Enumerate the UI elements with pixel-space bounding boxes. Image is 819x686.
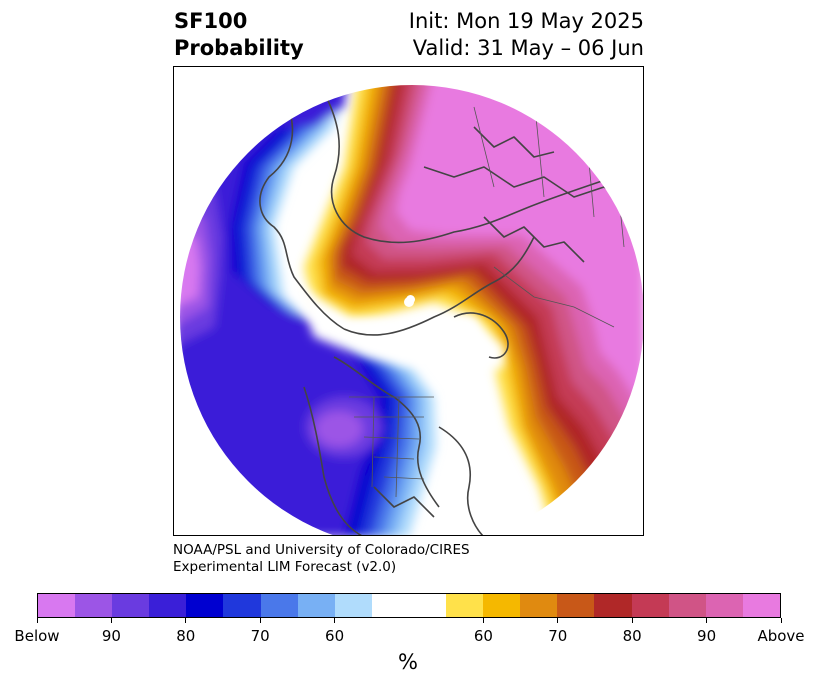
- init-date: Init: Mon 19 May 2025: [408, 9, 644, 33]
- polar-projection-map: [180, 85, 643, 535]
- colorbar-segment: [297, 594, 335, 617]
- title-line-1: SF100: [174, 9, 248, 33]
- colorbar-segment: [520, 594, 558, 617]
- colorbar-tick-label: 80: [176, 627, 196, 645]
- valid-date: Valid: 31 May – 06 Jun: [412, 36, 644, 60]
- colorbar-segment: [408, 594, 447, 617]
- colorbar-tick-label: 70: [548, 627, 568, 645]
- colorbar-tick: [631, 618, 633, 623]
- colorbar-tick-label: 90: [697, 627, 717, 645]
- colorbar-tick-label: Above: [757, 627, 805, 645]
- colorbar-segment: [371, 594, 409, 617]
- colorbar-segment: [631, 594, 669, 617]
- colorbar-segment: [260, 594, 298, 617]
- colorbar-segment: [186, 594, 224, 617]
- colorbar-segment: [594, 594, 632, 617]
- probability-field: [180, 85, 643, 535]
- colorbar-tick-label: 90: [101, 627, 121, 645]
- colorbar-tick: [36, 618, 38, 623]
- map-title: SF100 Probability: [174, 8, 304, 62]
- colorbar-tick: [482, 618, 484, 623]
- colorbar-tick-label: 80: [622, 627, 642, 645]
- colorbar-tick-label: 60: [473, 627, 493, 645]
- coastlines: [259, 91, 635, 535]
- colorbar: [37, 593, 781, 618]
- probability-map: [173, 66, 644, 536]
- colorbar-tick: [706, 618, 708, 623]
- colorbar-segment: [149, 594, 187, 617]
- colorbar-unit-label: %: [398, 650, 418, 674]
- colorbar-segment: [446, 594, 484, 617]
- credit-line-2: Experimental LIM Forecast (v2.0): [173, 559, 397, 575]
- colorbar-segment: [557, 594, 595, 617]
- colorbar-tick-label: Below: [14, 627, 60, 645]
- colorbar-tick: [185, 618, 187, 623]
- title-line-2: Probability: [174, 36, 304, 60]
- colorbar-segment: [223, 594, 261, 617]
- colorbar-tick: [259, 618, 261, 623]
- colorbar-segment: [334, 594, 372, 617]
- colorbar-tick: [334, 618, 336, 623]
- colorbar-segment: [112, 594, 150, 617]
- colorbar-segment: [483, 594, 521, 617]
- credit-line-1: NOAA/PSL and University of Colorado/CIRE…: [173, 542, 470, 558]
- colorbar-tick: [557, 618, 559, 623]
- colorbar-segment: [38, 594, 76, 617]
- credit-text: NOAA/PSL and University of Colorado/CIRE…: [173, 542, 470, 576]
- colorbar-tick-label: 60: [325, 627, 345, 645]
- colorbar-segment: [705, 594, 743, 617]
- colorbar-segment: [742, 594, 780, 617]
- colorbar-segment: [668, 594, 706, 617]
- colorbar-tick-label: 70: [250, 627, 270, 645]
- colorbar-tick: [780, 618, 782, 623]
- colorbar-tick: [110, 618, 112, 623]
- forecast-dates: Init: Mon 19 May 2025 Valid: 31 May – 06…: [409, 8, 644, 62]
- colorbar-segment: [75, 594, 113, 617]
- political-borders: [349, 96, 625, 498]
